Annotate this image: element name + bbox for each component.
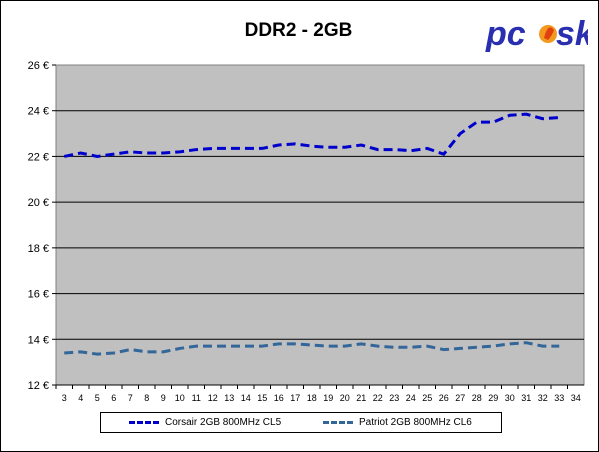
y-axis: 12 € 14 € 16 € 18 € 20 € 22 € 24 € 26 € <box>28 60 56 392</box>
y-tick-label: 12 € <box>28 380 49 392</box>
logo-text-pc: pc <box>485 15 526 53</box>
x-tick-label: 9 <box>161 393 166 403</box>
x-tick-label: 16 <box>274 393 284 403</box>
x-tick-label: 34 <box>571 393 581 403</box>
x-tick-label: 28 <box>472 393 482 403</box>
y-tick-label: 20 € <box>28 197 49 209</box>
flame-inner-icon <box>544 27 554 40</box>
x-tick-label: 15 <box>257 393 267 403</box>
y-tick-label: 22 € <box>28 151 49 163</box>
x-tick-label: 7 <box>128 393 133 403</box>
y-tick-label: 14 € <box>28 334 49 346</box>
x-tick-label: 11 <box>192 393 201 403</box>
gridlines <box>56 110 584 340</box>
y-tick-label: 16 € <box>28 289 49 301</box>
x-tick-label: 19 <box>323 393 333 403</box>
plot-area <box>55 64 585 386</box>
series-layer <box>63 112 560 356</box>
x-tick-label: 33 <box>554 393 564 403</box>
x-tick-label: 14 <box>241 393 251 403</box>
x-tick-label: 8 <box>144 393 149 403</box>
y-tick-label: 18 € <box>28 243 49 255</box>
x-tick-label: 23 <box>389 393 399 403</box>
legend-item-corsair: Corsair 2GB 800MHz CL5 <box>129 413 281 432</box>
x-tick-label: 12 <box>208 393 218 403</box>
legend: Corsair 2GB 800MHz CL5 Patriot 2GB 800MH… <box>100 412 502 433</box>
x-tick-label: 17 <box>290 393 300 403</box>
legend-swatch-patriot <box>323 420 353 424</box>
x-tick-label: 4 <box>78 393 83 403</box>
x-tick-label: 6 <box>111 393 116 403</box>
x-tick-label: 18 <box>307 393 317 403</box>
pcsk-logo: pc sk <box>485 15 588 53</box>
legend-item-patriot: Patriot 2GB 800MHz CL6 <box>323 413 472 432</box>
y-tick-label: 26 € <box>28 60 49 72</box>
x-tick-label: 30 <box>505 393 515 403</box>
legend-label-patriot: Patriot 2GB 800MHz CL6 <box>359 417 472 428</box>
x-tick-label: 22 <box>373 393 383 403</box>
logo-text-sk: sk <box>556 15 588 53</box>
x-tick-label: 24 <box>406 393 416 403</box>
x-axis: 3 4 5 6 7 8 9 10 11 12 13 14 15 16 17 18 19 20 21 22 23 24 25 2… <box>55 384 584 403</box>
x-tick-label: 31 <box>521 393 531 403</box>
chart-title: DDR2 - 2GB <box>244 20 353 41</box>
x-tick-label: 3 <box>62 393 67 403</box>
legend-swatch-corsair <box>129 420 159 424</box>
x-tick-label: 25 <box>422 393 432 403</box>
x-tick-label: 20 <box>340 393 350 403</box>
x-tick-label: 26 <box>439 393 449 403</box>
x-tick-label: 5 <box>95 393 100 403</box>
x-tick-label: 13 <box>224 393 234 403</box>
x-tick-label: 21 <box>356 393 366 403</box>
legend-label-corsair: Corsair 2GB 800MHz CL5 <box>165 417 282 428</box>
y-tick-label: 24 € <box>28 106 49 118</box>
x-tick-label: 29 <box>488 393 498 403</box>
x-tick-label: 27 <box>455 393 465 403</box>
x-tick-label: 10 <box>175 393 185 403</box>
x-tick-label: 32 <box>538 393 548 403</box>
